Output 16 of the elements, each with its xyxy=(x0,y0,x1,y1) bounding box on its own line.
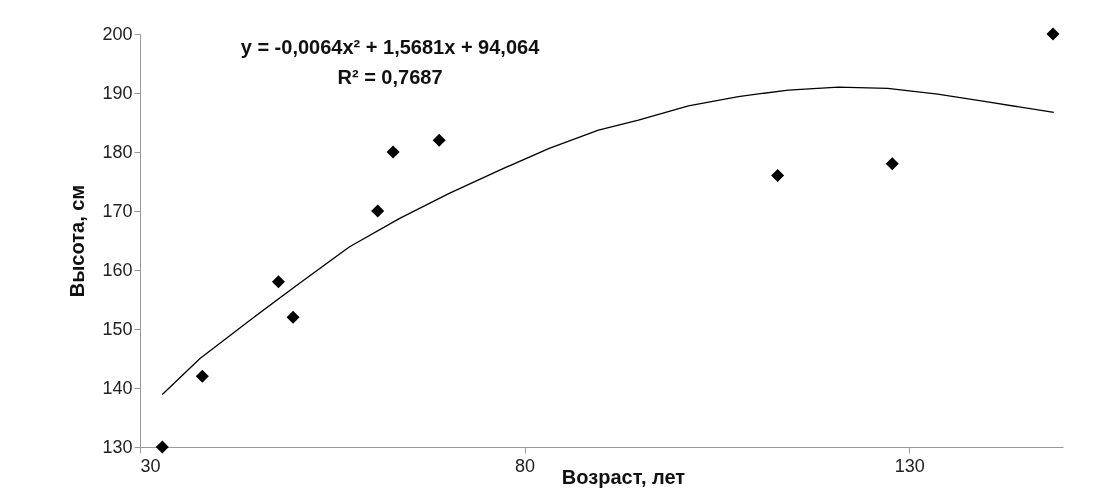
y-tick-label: 170 xyxy=(102,200,133,221)
y-tick-label: 160 xyxy=(102,259,133,280)
line-series xyxy=(161,86,1055,396)
y-tick-label: 130 xyxy=(102,436,133,457)
annotation: R² = 0,7687 xyxy=(337,66,443,88)
x-axis-title: Возраст, лет xyxy=(561,465,686,488)
y-tick-label: 180 xyxy=(102,141,133,162)
x-tick-label: 30 xyxy=(140,455,161,476)
x-tick-label: 130 xyxy=(894,455,925,476)
y-tick-label: 140 xyxy=(102,377,133,398)
y-tick-label: 200 xyxy=(102,23,133,44)
x-tick-label: 80 xyxy=(515,455,536,476)
y-axis-title: Высота, см xyxy=(66,184,89,298)
annotation: y = -0,0064x² + 1,5681x + 94,064 xyxy=(240,36,541,58)
y-tick-label: 190 xyxy=(102,82,133,103)
y-tick-label: 150 xyxy=(102,318,133,339)
